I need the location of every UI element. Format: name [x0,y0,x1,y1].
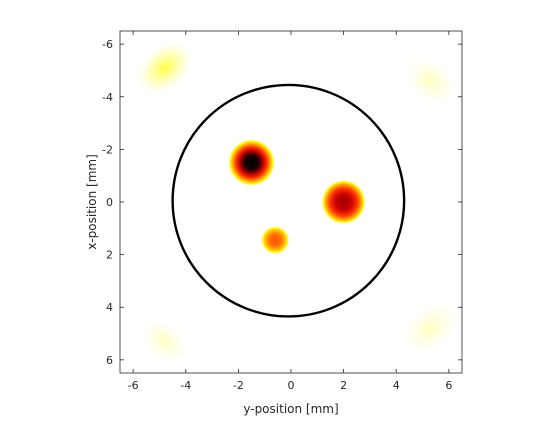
heatmap-image [134,39,462,366]
inclusion-blob-3 [260,225,290,255]
y-tick-label: 2 [106,249,113,262]
x-axis-ticks: -6 -4 -2 0 2 4 6 [128,31,452,392]
inclusion-blob-2 [321,179,366,225]
y-tick-label: 0 [106,196,113,209]
x-tick-label: -6 [128,379,139,392]
y-tick-label: 6 [106,354,113,367]
artifact-blob-4 [134,39,196,97]
y-axis-ticks: -6 -4 -2 0 2 4 6 [102,38,462,367]
x-tick-label: -2 [233,379,244,392]
x-tick-label: -4 [180,379,191,392]
x-tick-label: 6 [445,379,452,392]
y-tick-label: 4 [106,301,113,314]
y-tick-label: -2 [102,143,113,156]
artifact-blob-7 [399,299,462,358]
y-axis-label: x-position [mm] [85,154,99,250]
artifact-blob-6 [139,317,191,366]
x-tick-label: 2 [340,379,347,392]
inclusion-blob-1 [227,138,276,187]
y-tick-label: -6 [102,38,113,51]
y-tick-label: -4 [102,91,113,104]
x-tick-label: 4 [393,379,400,392]
x-tick-label: 0 [288,379,295,392]
artifact-blob-5 [402,54,459,108]
x-axis-label: y-position [mm] [243,402,338,416]
boundary-circle [171,83,406,318]
